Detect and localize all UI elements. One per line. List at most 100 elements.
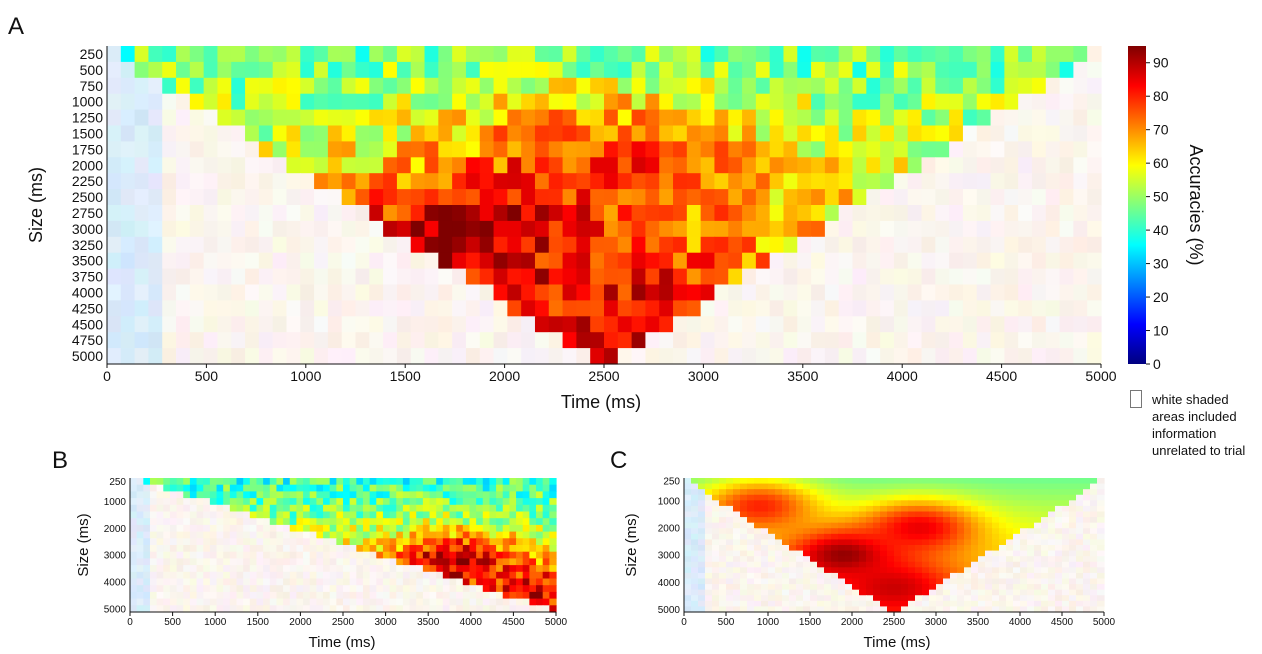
heatmap-cell <box>1041 551 1049 557</box>
heatmap-cell <box>922 528 930 534</box>
heatmap-cell <box>726 523 734 529</box>
heatmap-cell <box>330 585 337 592</box>
heatmap-cell <box>342 62 356 79</box>
heatmap-cell <box>263 485 270 492</box>
heatmap-cell <box>866 556 874 562</box>
heatmap-cell <box>1097 534 1105 540</box>
heatmap-cell <box>719 517 727 523</box>
heatmap-cell <box>1034 489 1042 495</box>
heatmap-cell <box>217 532 224 539</box>
heatmap-cell <box>316 491 323 498</box>
heatmap-cell <box>701 348 715 365</box>
heatmap-cell <box>230 599 237 606</box>
heatmap-cell <box>135 332 149 349</box>
heatmap-cell <box>563 237 577 254</box>
heatmap-cell <box>908 595 916 601</box>
heatmap-cell <box>323 518 330 525</box>
heatmap-cell <box>1069 573 1077 579</box>
heatmap-cell <box>825 221 839 238</box>
heatmap-cell <box>831 556 839 562</box>
heatmap-cell <box>714 94 728 111</box>
heatmap-cell <box>210 552 217 559</box>
heatmap-cell <box>691 539 699 545</box>
heatmap-cell <box>684 528 692 534</box>
heatmap-cell <box>356 285 370 302</box>
heatmap-cell <box>230 552 237 559</box>
heatmap-cell <box>859 584 867 590</box>
heatmap-cell <box>396 558 403 565</box>
heatmap-cell <box>276 599 283 606</box>
heatmap-cell <box>999 545 1007 551</box>
heatmap-cell <box>873 489 881 495</box>
heatmap-cell <box>210 505 217 512</box>
heatmap-cell <box>452 62 466 79</box>
heatmap-cell <box>300 157 314 174</box>
heatmap-cell <box>839 141 853 158</box>
heatmap-cell <box>107 332 121 349</box>
heatmap-cell <box>203 505 210 512</box>
heatmap-cell <box>1032 269 1046 286</box>
heatmap-cell <box>273 253 287 270</box>
heatmap-cell <box>1055 595 1063 601</box>
heatmap-cell <box>761 579 769 585</box>
heatmap-cell <box>370 518 377 525</box>
heatmap-cell <box>936 484 944 490</box>
heatmap-cell <box>949 62 963 79</box>
heatmap-cell <box>825 141 839 158</box>
heatmap-cell <box>992 545 1000 551</box>
heatmap-cell <box>356 157 370 174</box>
heatmap-cell <box>350 579 357 586</box>
heatmap-cell <box>618 237 632 254</box>
heatmap-cell <box>977 141 991 158</box>
heatmap-cell <box>523 512 530 519</box>
heatmap-cell <box>929 573 937 579</box>
heatmap-cell <box>949 221 963 238</box>
heatmap-cell <box>782 590 790 596</box>
heatmap-cell <box>273 189 287 206</box>
heatmap-cell <box>483 485 490 492</box>
heatmap-cell <box>817 590 825 596</box>
y-tick-label: 2750 <box>72 205 103 221</box>
heatmap-cell <box>796 539 804 545</box>
heatmap-cell <box>259 221 273 238</box>
heatmap-cell <box>256 552 263 559</box>
heatmap-cell <box>210 512 217 519</box>
heatmap-cell <box>107 141 121 158</box>
heatmap-cell <box>590 46 604 63</box>
heatmap-cell <box>915 567 923 573</box>
heatmap-cell <box>673 237 687 254</box>
heatmap-cell <box>782 506 790 512</box>
heatmap-cell <box>563 173 577 190</box>
heatmap-cell <box>922 517 930 523</box>
heatmap-cell <box>314 110 328 127</box>
heatmap-cell <box>922 539 930 545</box>
heatmap-cell <box>687 189 701 206</box>
heatmap-cell <box>503 558 510 565</box>
heatmap-cell <box>817 534 825 540</box>
heatmap-cell <box>443 512 450 519</box>
heatmap-cell <box>929 478 937 484</box>
heatmap-cell <box>263 579 270 586</box>
heatmap-cell <box>1048 500 1056 506</box>
heatmap-cell <box>701 269 715 286</box>
heatmap-cell <box>1069 556 1077 562</box>
heatmap-cell <box>705 534 713 540</box>
heatmap-cell <box>300 316 314 333</box>
heatmap-cell <box>632 205 646 222</box>
heatmap-cell <box>714 269 728 286</box>
heatmap-cell <box>852 595 860 601</box>
heatmap-cell <box>263 532 270 539</box>
heatmap-cell <box>831 500 839 506</box>
heatmap-cell <box>303 545 310 552</box>
heatmap-cell <box>659 348 673 365</box>
heatmap-cell <box>507 62 521 79</box>
heatmap-cell <box>866 348 880 365</box>
heatmap-cell <box>443 538 450 545</box>
heatmap-cell <box>476 545 483 552</box>
heatmap-cell <box>314 221 328 238</box>
heatmap-cell <box>853 157 867 174</box>
heatmap-cell <box>137 512 144 519</box>
heatmap-cell <box>363 552 370 559</box>
heatmap-cell <box>971 478 979 484</box>
heatmap-cell <box>130 592 137 599</box>
